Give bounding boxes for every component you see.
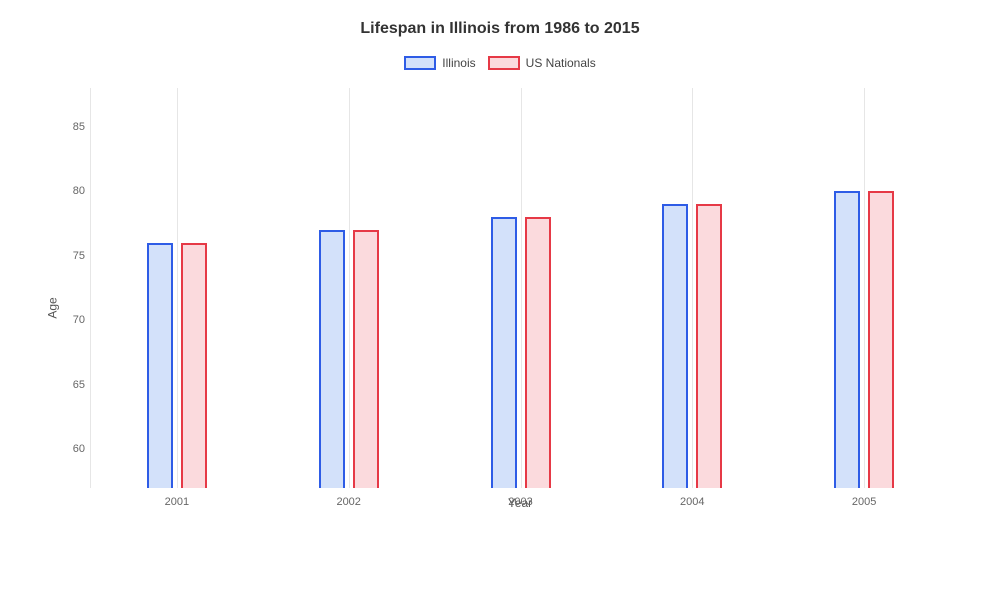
- y-tick-label: 65: [57, 379, 85, 391]
- legend: Illinois US Nationals: [30, 56, 970, 70]
- bar[interactable]: [353, 230, 379, 488]
- y-tick-label: 75: [57, 250, 85, 262]
- x-tick-label: 2001: [165, 496, 189, 508]
- x-tick-label: 2003: [508, 496, 532, 508]
- y-tick-label: 70: [57, 314, 85, 326]
- plot-area: 60657075808520012002200320042005: [90, 88, 950, 488]
- legend-item-illinois[interactable]: Illinois: [404, 56, 475, 70]
- bar[interactable]: [491, 217, 517, 488]
- y-tick-label: 60: [57, 443, 85, 455]
- bar[interactable]: [662, 204, 688, 488]
- bar[interactable]: [834, 191, 860, 488]
- gridline: [521, 88, 522, 488]
- bar[interactable]: [696, 204, 722, 488]
- legend-label-us-nationals: US Nationals: [526, 56, 596, 70]
- legend-item-us-nationals[interactable]: US Nationals: [488, 56, 596, 70]
- x-tick-label: 2004: [680, 496, 704, 508]
- y-tick-label: 85: [57, 121, 85, 133]
- y-tick-label: 80: [57, 185, 85, 197]
- chart-container: Lifespan in Illinois from 1986 to 2015 I…: [0, 0, 1000, 600]
- legend-swatch-us-nationals: [488, 56, 520, 70]
- bar[interactable]: [868, 191, 894, 488]
- bar[interactable]: [147, 243, 173, 488]
- x-tick-label: 2005: [852, 496, 876, 508]
- chart-title: Lifespan in Illinois from 1986 to 2015: [30, 20, 970, 38]
- plot-wrap: Age 60657075808520012002200320042005 Yea…: [90, 88, 950, 528]
- bar[interactable]: [525, 217, 551, 488]
- legend-label-illinois: Illinois: [442, 56, 475, 70]
- x-tick-label: 2002: [336, 496, 360, 508]
- gridline: [177, 88, 178, 488]
- gridline: [692, 88, 693, 488]
- bar[interactable]: [181, 243, 207, 488]
- gridline: [349, 88, 350, 488]
- gridline: [864, 88, 865, 488]
- bar[interactable]: [319, 230, 345, 488]
- legend-swatch-illinois: [404, 56, 436, 70]
